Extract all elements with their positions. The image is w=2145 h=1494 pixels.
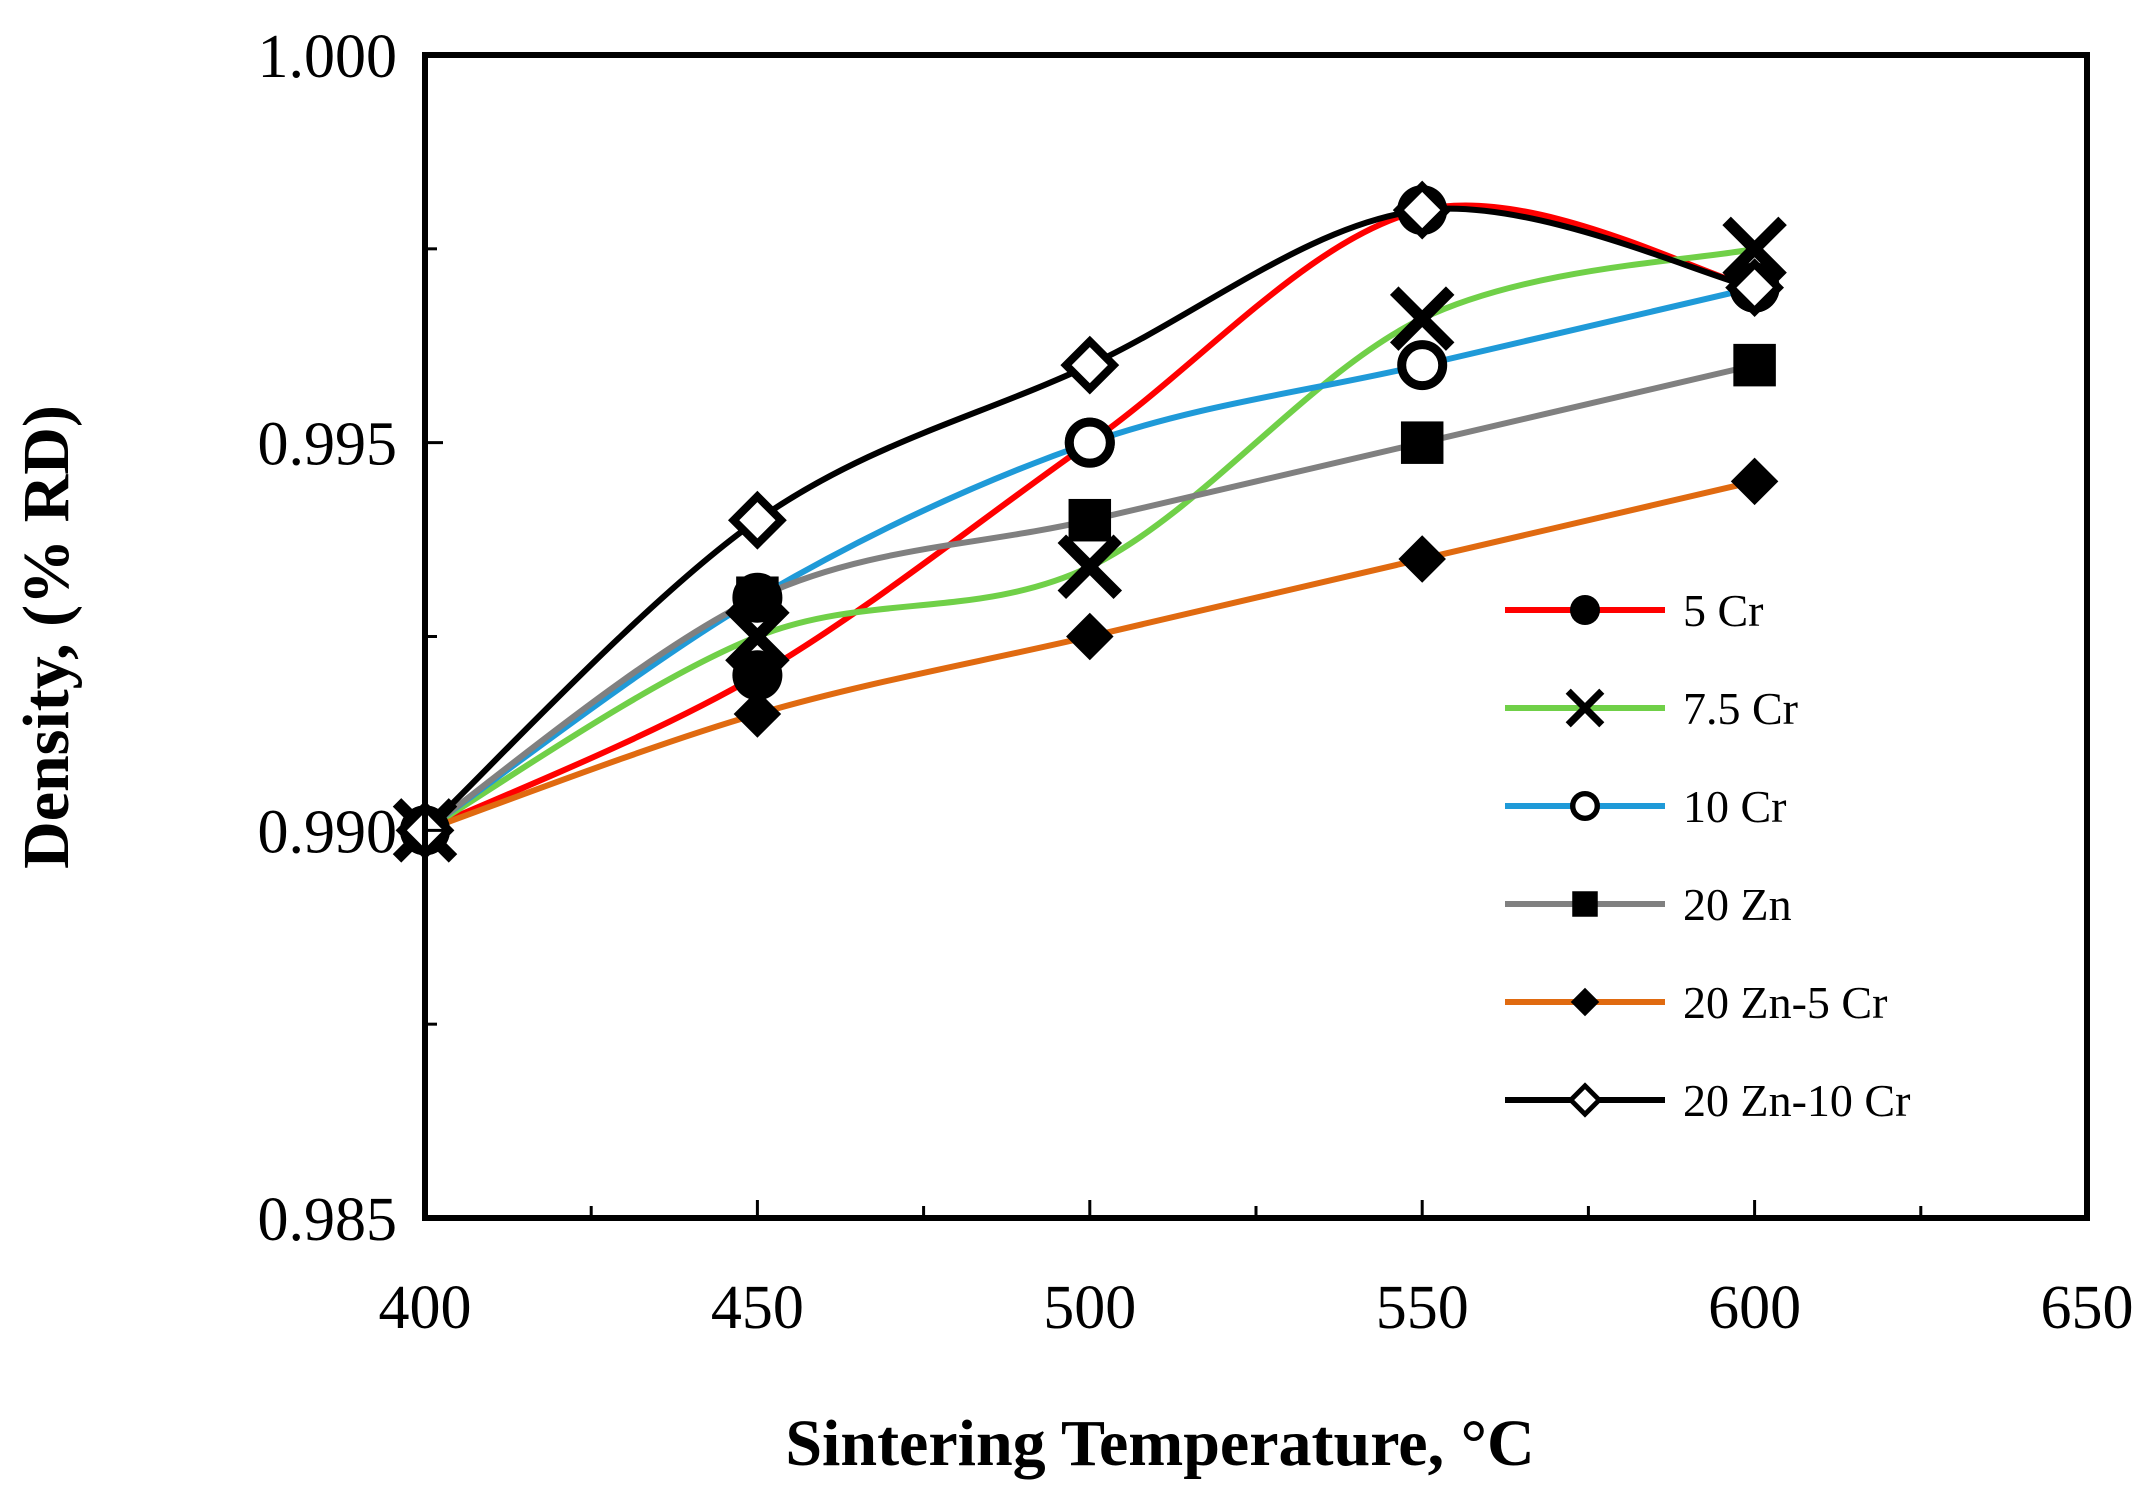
legend-label: 10 Cr	[1683, 781, 1787, 832]
legend-label: 20 Zn-5 Cr	[1683, 977, 1887, 1028]
data-point-10-cr	[1397, 340, 1448, 391]
y-tick-label: 0.990	[258, 798, 398, 866]
data-point-20-zn-5-cr	[1066, 612, 1114, 661]
data-point-20-zn-10-cr	[1392, 180, 1452, 240]
data-point-20-zn-5-cr	[733, 690, 782, 738]
data-point-7-5-cr	[725, 604, 790, 669]
data-point-20-zn-10-cr	[1060, 335, 1120, 395]
data-point-10-cr	[1064, 417, 1115, 468]
x-tick-label: 400	[379, 1274, 472, 1342]
x-tick-label: 500	[1043, 1274, 1136, 1342]
data-point-7-5-cr	[1389, 286, 1455, 351]
legend-swatch-marker	[1565, 688, 1605, 728]
legend-label: 5 Cr	[1683, 585, 1764, 636]
x-tick-label: 450	[711, 1274, 804, 1342]
legend-swatch-marker	[1570, 595, 1600, 625]
legend: 5 Cr 7.5 Cr 10 Cr 20 Zn 20 Zn-5 Cr 20 Zn-10 C…	[1505, 585, 1910, 1126]
legend-item-20-zn: 20 Zn	[1505, 879, 1792, 930]
data-point-20-zn	[1400, 421, 1444, 464]
legend-label: 20 Zn	[1683, 879, 1792, 930]
legend-swatch-marker	[1570, 987, 1600, 1017]
x-axis-title: Sintering Temperature, °C	[785, 1407, 1534, 1480]
data-point-5-cr	[732, 650, 783, 701]
data-point-20-zn-5-cr	[1730, 457, 1779, 506]
y-axis: 0.985 0.990 0.995 1.000	[258, 23, 443, 1254]
data-point-20-zn-10-cr	[1725, 258, 1785, 318]
y-tick-label: 0.985	[258, 1186, 398, 1254]
x-tick-label: 650	[2041, 1274, 2134, 1342]
data-point-20-zn	[1068, 498, 1112, 542]
legend-item-7-5-cr: 7.5 Cr	[1505, 683, 1798, 734]
data-point-20-zn	[1733, 343, 1776, 387]
data-point-20-zn-5-cr	[1398, 535, 1446, 583]
legend-label: 20 Zn-10 Cr	[1683, 1075, 1910, 1126]
legend-label: 7.5 Cr	[1683, 683, 1798, 734]
legend-swatch-marker	[1569, 791, 1600, 822]
data-point-20-zn-10-cr	[727, 490, 787, 550]
legend-item-5-cr: 5 Cr	[1505, 585, 1764, 636]
y-tick-label: 0.995	[258, 411, 398, 479]
data-point-20-zn	[736, 576, 779, 619]
legend-swatch-marker	[1572, 891, 1598, 917]
data-point-7-5-cr	[1722, 216, 1787, 282]
data-point-7-5-cr	[1057, 534, 1123, 599]
y-axis-title: Density, (% RD)	[10, 405, 83, 869]
x-tick-label: 600	[1708, 1274, 1801, 1342]
y-tick-label: 1.000	[258, 23, 398, 91]
legend-item-20-zn-10-cr: 20 Zn-10 Cr	[1505, 1075, 1910, 1126]
x-axis: 400 450 500 550 600 650	[379, 1200, 2134, 1342]
legend-item-10-cr: 10 Cr	[1505, 781, 1787, 832]
x-tick-label: 550	[1376, 1274, 1469, 1342]
legend-item-20-zn-5-cr: 20 Zn-5 Cr	[1505, 977, 1887, 1028]
legend-swatch-marker	[1567, 1082, 1603, 1118]
